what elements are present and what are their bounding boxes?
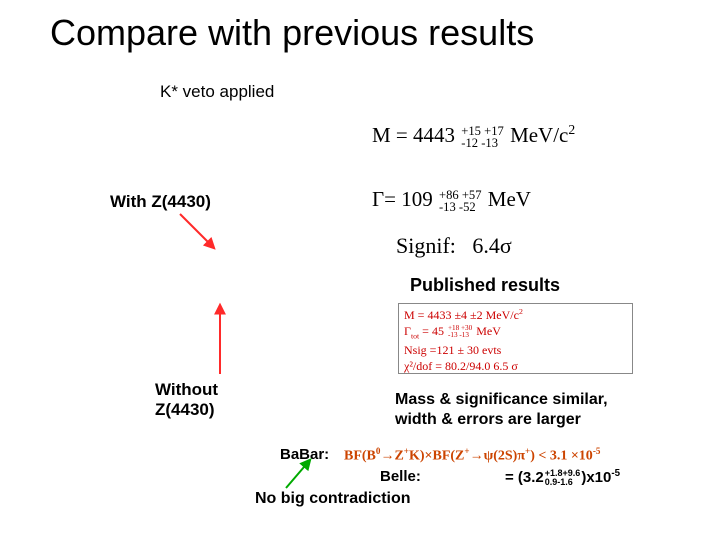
gamma-eq-errors: +86 +57-13 -52 bbox=[439, 189, 482, 214]
mass-eq-prefix: M = 4443 bbox=[372, 123, 460, 147]
belle-value: = (3.2+1.8+9.6 0.9-1.6)x10-5 bbox=[505, 468, 620, 487]
gamma-equation: Γ= 109 +86 +57-13 -52 MeV bbox=[372, 187, 531, 214]
gamma-eq-suffix: MeV bbox=[483, 187, 531, 211]
significance-line: Signif: 6.4σ bbox=[396, 233, 512, 259]
signif-value: 6.4σ bbox=[472, 233, 511, 258]
pub-line2: Γtot = 45 +18 +30-13 -13 MeV bbox=[404, 323, 627, 342]
mass-eq-errors: +15 +17-12 -13 bbox=[461, 125, 504, 150]
babar-label: BaBar: bbox=[280, 446, 329, 463]
gamma-eq-prefix: Γ= 109 bbox=[372, 187, 438, 211]
with-z-label: With Z(4430) bbox=[110, 192, 211, 212]
mass-significance-note: Mass & significance similar, width & err… bbox=[395, 390, 608, 430]
mass-eq-suffix: MeV/c bbox=[505, 123, 569, 147]
no-contradiction-note: No big contradiction bbox=[255, 490, 411, 508]
belle-label: Belle: bbox=[380, 468, 421, 485]
arrow-no-contradiction bbox=[286, 460, 310, 488]
pub-line3: Nsig =121 ± 30 evts bbox=[404, 342, 627, 358]
pub-line1: M = 4433 ±4 ±2 MeV/c2 bbox=[404, 307, 627, 323]
arrow-with-z bbox=[180, 214, 214, 248]
babar-formula: BF(B0→Z+K)×BF(Z+→ψ(2S)π+) < 3.1 ×10-5 bbox=[344, 446, 600, 465]
page-title: Compare with previous results bbox=[50, 12, 534, 54]
mass-eq-exp: 2 bbox=[568, 122, 575, 137]
published-results-box: M = 4433 ±4 ±2 MeV/c2 Γtot = 45 +18 +30-… bbox=[398, 303, 633, 374]
published-results-label: Published results bbox=[410, 275, 560, 296]
without-z-label: Without Z(4430) bbox=[155, 380, 218, 420]
kstar-veto-label: K* veto applied bbox=[160, 82, 274, 102]
pub-line4: χ²/dof = 80.2/94.0 6.5 σ bbox=[404, 358, 627, 374]
mass-equation: M = 4443 +15 +17-12 -13 MeV/c2 bbox=[372, 122, 575, 150]
signif-label: Signif: bbox=[396, 233, 456, 258]
